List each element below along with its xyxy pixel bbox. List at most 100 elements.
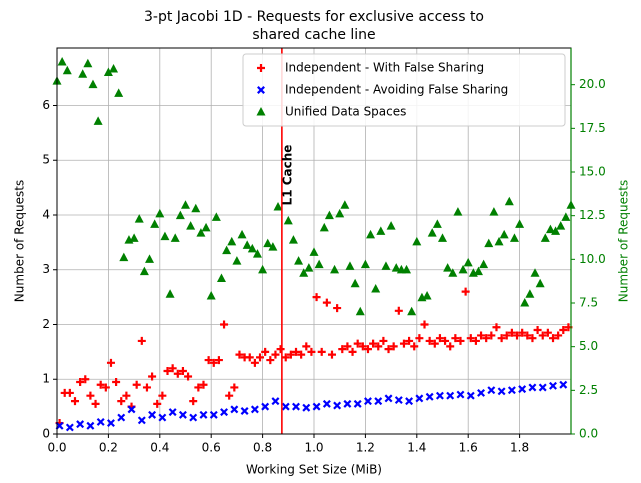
- point: [554, 331, 563, 340]
- point: [227, 236, 237, 246]
- point: [343, 399, 352, 408]
- legend-box: [242, 53, 566, 127]
- point: [466, 334, 475, 343]
- point: [435, 391, 444, 400]
- point: [333, 304, 342, 313]
- point: [543, 328, 552, 337]
- point: [220, 408, 229, 417]
- legend: Independent - With False Sharing Independ…: [242, 53, 566, 127]
- point: [250, 405, 259, 414]
- point: [384, 345, 393, 354]
- point: [412, 236, 422, 246]
- point: [374, 397, 383, 406]
- point: [186, 221, 196, 230]
- point: [438, 233, 447, 242]
- point: [482, 334, 491, 343]
- point: [327, 350, 336, 359]
- point: [502, 331, 511, 340]
- point: [263, 238, 273, 248]
- point: [281, 353, 290, 362]
- point: [81, 375, 90, 384]
- point: [523, 331, 532, 340]
- point: [458, 264, 468, 274]
- point: [451, 334, 460, 343]
- point: [314, 259, 324, 269]
- point: [441, 336, 450, 345]
- point: [283, 215, 293, 225]
- point: [127, 405, 136, 414]
- point: [559, 380, 568, 389]
- point: [76, 420, 85, 429]
- point: [518, 385, 527, 394]
- point: [148, 410, 157, 419]
- point: [471, 336, 480, 345]
- y2-tick-label: 12.5: [579, 208, 606, 222]
- point: [292, 402, 300, 411]
- point: [103, 67, 113, 76]
- y2-tick-label: 5.0: [579, 339, 598, 353]
- point: [237, 229, 247, 239]
- point: [425, 336, 434, 345]
- x-tick-label: 1.6: [459, 441, 478, 455]
- point: [463, 257, 473, 267]
- point: [425, 392, 434, 401]
- point: [405, 336, 414, 345]
- point: [181, 200, 190, 209]
- x-axis-label: Working Set Size (MiB): [246, 463, 382, 477]
- point: [199, 410, 208, 419]
- point: [343, 342, 352, 351]
- point: [333, 401, 342, 410]
- y-tick-label: 1: [42, 372, 50, 386]
- point: [528, 383, 537, 392]
- point: [173, 369, 182, 378]
- point: [93, 116, 103, 125]
- point: [461, 287, 470, 296]
- point: [276, 345, 285, 354]
- x-tick-label: 0.6: [202, 441, 221, 455]
- point: [114, 88, 124, 97]
- point: [258, 264, 268, 274]
- point: [473, 266, 483, 276]
- point: [225, 391, 234, 400]
- point: [214, 356, 223, 365]
- point: [288, 235, 298, 244]
- point: [363, 345, 372, 354]
- point: [432, 219, 442, 228]
- point: [194, 383, 203, 392]
- point: [494, 236, 504, 246]
- point: [518, 328, 527, 337]
- point: [561, 212, 571, 221]
- point: [76, 377, 85, 386]
- point: [399, 339, 408, 348]
- x-tick-label: 1.4: [407, 441, 426, 455]
- y-tick-label: 2: [42, 317, 50, 331]
- point: [540, 233, 550, 242]
- point: [350, 278, 360, 288]
- point: [86, 421, 95, 430]
- point: [520, 298, 530, 307]
- point: [353, 399, 362, 408]
- point: [453, 207, 463, 216]
- point: [549, 334, 558, 343]
- point: [479, 259, 489, 269]
- point: [477, 331, 486, 340]
- point: [209, 358, 218, 367]
- point: [273, 201, 283, 211]
- point: [168, 408, 177, 417]
- point: [304, 263, 314, 272]
- point: [509, 233, 519, 242]
- point: [252, 249, 262, 258]
- point: [312, 293, 321, 302]
- point: [184, 372, 193, 381]
- point: [538, 331, 547, 340]
- point: [309, 247, 319, 256]
- point: [376, 226, 386, 235]
- point: [271, 350, 280, 359]
- point: [538, 383, 547, 392]
- x-tick-label: 0.8: [253, 441, 272, 455]
- point: [96, 417, 105, 426]
- point: [117, 413, 126, 422]
- point: [430, 339, 439, 348]
- point: [427, 228, 437, 237]
- point: [168, 364, 177, 373]
